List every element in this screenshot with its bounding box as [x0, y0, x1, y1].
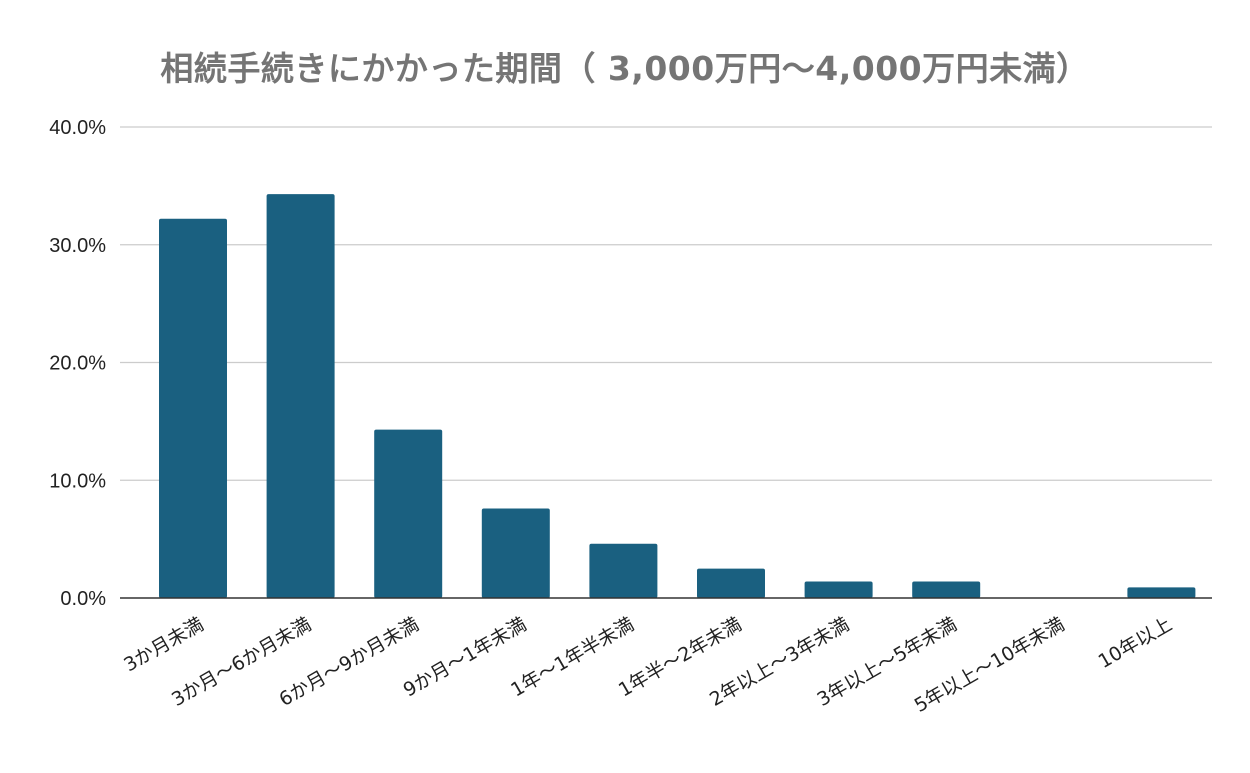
bar [266, 194, 335, 598]
bars [159, 194, 1196, 599]
y-axis-ticks: 0.0% 10.0% 20.0% 30.0% 40.0% [49, 117, 106, 610]
x-axis-labels: 3か月未満3か月～6か月未満6か月～9か月未満9か月～1年未満1年～1年半未満1… [120, 613, 1176, 717]
y-tick-label: 0.0% [60, 588, 106, 610]
bar [697, 568, 765, 598]
chart-title: 相続手続きにかかった期間（ 3,000万円～4,000万円未満） [160, 49, 1090, 88]
y-tick-label: 40.0% [49, 117, 106, 139]
bar [481, 508, 550, 598]
x-tick-label: 3か月未満 [120, 613, 207, 676]
y-tick-label: 20.0% [49, 353, 106, 375]
bar [804, 581, 873, 598]
y-tick-label: 30.0% [49, 235, 106, 257]
bar [589, 543, 658, 598]
bar [374, 429, 443, 598]
bar [159, 218, 227, 599]
bar [912, 581, 981, 598]
y-tick-label: 10.0% [49, 470, 106, 492]
x-tick-label: 10年以上 [1095, 613, 1176, 673]
bar [1127, 587, 1196, 598]
